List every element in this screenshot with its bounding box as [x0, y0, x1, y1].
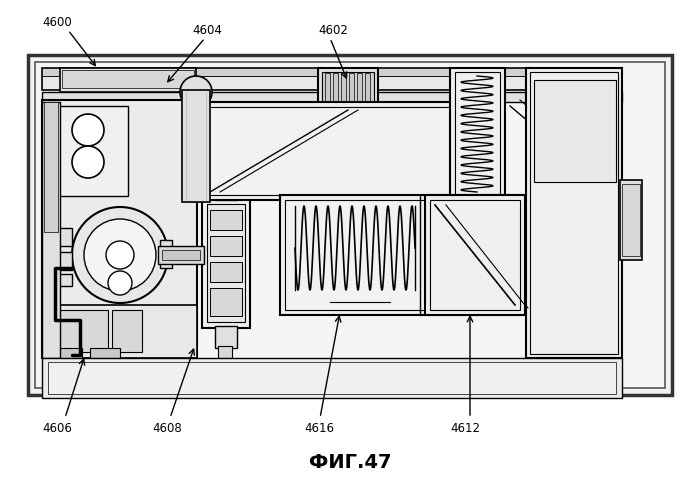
- Bar: [620, 180, 642, 260]
- Bar: [160, 240, 172, 268]
- Bar: [215, 182, 237, 200]
- Text: 4600: 4600: [42, 15, 71, 29]
- Circle shape: [72, 146, 104, 178]
- Bar: [48, 310, 108, 352]
- Bar: [210, 262, 242, 282]
- Bar: [333, 73, 338, 105]
- Bar: [218, 346, 232, 358]
- Bar: [455, 72, 500, 196]
- Bar: [215, 326, 237, 348]
- Bar: [158, 246, 204, 264]
- Circle shape: [180, 76, 212, 108]
- Text: 4604: 4604: [192, 23, 222, 36]
- Bar: [210, 288, 242, 316]
- Text: ФИГ.47: ФИГ.47: [309, 453, 391, 471]
- Bar: [42, 252, 72, 270]
- Bar: [162, 250, 200, 260]
- Bar: [530, 72, 618, 354]
- Text: 4612: 4612: [450, 422, 480, 435]
- Bar: [430, 200, 520, 310]
- Text: 4606: 4606: [42, 422, 72, 435]
- Circle shape: [106, 241, 134, 269]
- Bar: [42, 305, 197, 358]
- Bar: [42, 102, 60, 358]
- Circle shape: [72, 207, 168, 303]
- Bar: [42, 100, 197, 358]
- Bar: [44, 102, 58, 232]
- Bar: [210, 236, 242, 256]
- Text: 4602: 4602: [318, 23, 348, 36]
- Bar: [200, 102, 482, 200]
- Circle shape: [72, 114, 104, 146]
- Text: 4616: 4616: [304, 422, 334, 435]
- Bar: [425, 195, 525, 315]
- Bar: [182, 90, 210, 202]
- Bar: [48, 106, 128, 196]
- Bar: [60, 68, 196, 92]
- Bar: [62, 70, 194, 88]
- Bar: [218, 168, 232, 184]
- Bar: [526, 68, 622, 358]
- Bar: [210, 210, 242, 230]
- Bar: [534, 80, 616, 182]
- Bar: [42, 68, 622, 90]
- Bar: [325, 73, 330, 105]
- Bar: [42, 228, 72, 246]
- Bar: [318, 68, 378, 110]
- Bar: [42, 68, 622, 76]
- Bar: [90, 348, 120, 358]
- Bar: [357, 73, 362, 105]
- Bar: [207, 204, 245, 322]
- Bar: [42, 358, 622, 398]
- Bar: [365, 73, 370, 105]
- Bar: [202, 198, 250, 328]
- Bar: [622, 184, 640, 256]
- Bar: [42, 92, 622, 102]
- Bar: [35, 62, 665, 388]
- Bar: [48, 362, 616, 394]
- Bar: [42, 348, 82, 358]
- Bar: [112, 310, 142, 352]
- Circle shape: [108, 271, 132, 295]
- Bar: [205, 107, 477, 195]
- Bar: [349, 73, 354, 105]
- Bar: [28, 55, 672, 395]
- Bar: [341, 73, 346, 105]
- Circle shape: [84, 219, 156, 291]
- Bar: [450, 68, 505, 200]
- Text: 4608: 4608: [152, 422, 182, 435]
- Bar: [42, 274, 72, 286]
- Bar: [322, 72, 374, 106]
- Bar: [280, 195, 524, 315]
- Bar: [285, 200, 519, 310]
